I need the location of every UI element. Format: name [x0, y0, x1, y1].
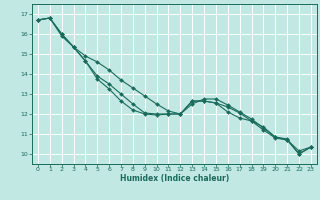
X-axis label: Humidex (Indice chaleur): Humidex (Indice chaleur) [120, 174, 229, 183]
